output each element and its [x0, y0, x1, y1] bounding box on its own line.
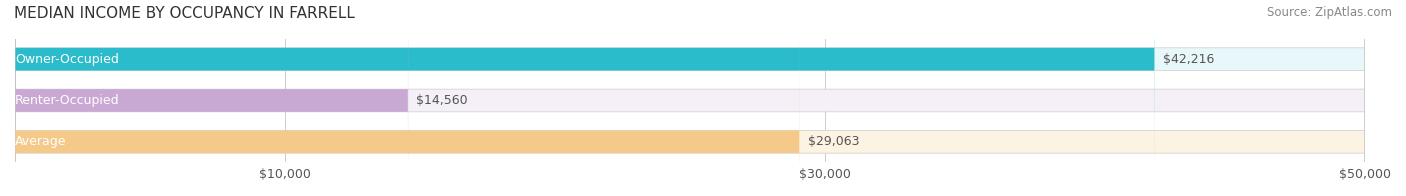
Text: $42,216: $42,216 [1163, 53, 1215, 66]
FancyBboxPatch shape [15, 0, 1365, 196]
FancyBboxPatch shape [15, 0, 1154, 196]
Text: $29,063: $29,063 [808, 135, 859, 148]
Text: MEDIAN INCOME BY OCCUPANCY IN FARRELL: MEDIAN INCOME BY OCCUPANCY IN FARRELL [14, 6, 354, 21]
FancyBboxPatch shape [15, 0, 1365, 196]
FancyBboxPatch shape [15, 0, 408, 196]
FancyBboxPatch shape [15, 0, 800, 196]
Text: $14,560: $14,560 [416, 94, 468, 107]
Text: Owner-Occupied: Owner-Occupied [15, 53, 120, 66]
Text: Renter-Occupied: Renter-Occupied [15, 94, 120, 107]
Text: Average: Average [15, 135, 66, 148]
Text: Source: ZipAtlas.com: Source: ZipAtlas.com [1267, 6, 1392, 19]
FancyBboxPatch shape [15, 0, 1365, 196]
